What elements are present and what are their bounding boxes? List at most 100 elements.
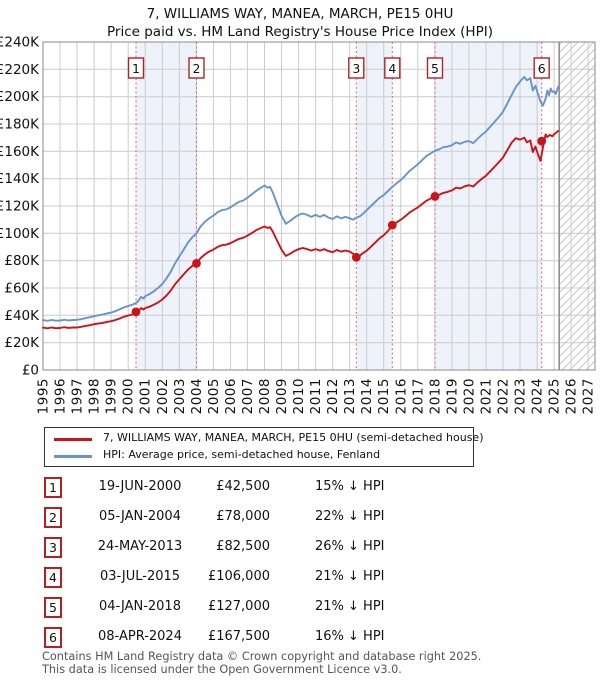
sale-point-6 bbox=[537, 136, 547, 146]
sale-hpi-diff: 22% ↓ HPI bbox=[315, 509, 385, 524]
sale-price: £78,000 bbox=[216, 509, 270, 524]
y-tick-label: £240K bbox=[0, 36, 40, 51]
x-tick-label: 2011 bbox=[308, 378, 324, 414]
sale-row-2: 2 05-JAN-2004 £78,000 22% ↓ HPI bbox=[0, 507, 600, 537]
x-tick-label: 2025 bbox=[547, 378, 563, 414]
y-tick-label: £160K bbox=[0, 144, 40, 160]
sale-number-badge: 3 bbox=[44, 537, 62, 558]
x-tick-label: 2010 bbox=[291, 378, 307, 414]
sale-price: £42,500 bbox=[216, 479, 270, 494]
sale-date: 05-JAN-2004 bbox=[99, 509, 181, 524]
sale-point-4 bbox=[387, 220, 397, 230]
x-tick-label: 2024 bbox=[530, 378, 546, 414]
page-subtitle: Price paid vs. HM Land Registry's House … bbox=[107, 24, 493, 40]
price-paid-line-swatch bbox=[54, 438, 92, 441]
legend-row-hpi: HPI: Average price, semi-detached house,… bbox=[45, 448, 473, 465]
x-tick-label: 2012 bbox=[325, 378, 341, 414]
x-tick-label: 2020 bbox=[461, 378, 477, 414]
x-tick-label: 2014 bbox=[359, 378, 375, 414]
y-tick-label: £40K bbox=[4, 308, 40, 324]
sale-number-box-label: 5 bbox=[431, 61, 439, 76]
sale-price: £127,000 bbox=[207, 599, 270, 614]
sale-number-box-label: 2 bbox=[193, 61, 201, 76]
sale-number-box-5 bbox=[426, 57, 444, 79]
sale-price: £167,500 bbox=[207, 629, 270, 644]
x-tick-label: 2026 bbox=[564, 378, 580, 414]
x-tick-label: 2003 bbox=[172, 378, 188, 414]
x-tick-label: 2017 bbox=[410, 378, 426, 414]
sale-number-badge: 2 bbox=[44, 507, 62, 528]
sale-row-4: 4 03-JUL-2015 £106,000 21% ↓ HPI bbox=[0, 567, 600, 597]
x-tick-label: 2019 bbox=[444, 378, 460, 414]
sale-hpi-diff: 16% ↓ HPI bbox=[315, 629, 385, 644]
sale-number-box-label: 6 bbox=[538, 61, 546, 76]
sale-number-badge: 5 bbox=[44, 597, 62, 618]
sale-hpi-diff: 21% ↓ HPI bbox=[315, 569, 385, 584]
hpi-line bbox=[42, 75, 560, 322]
x-tick-label: 2004 bbox=[189, 378, 205, 414]
x-tick-label: 2027 bbox=[581, 378, 597, 414]
x-tick-label: 2022 bbox=[496, 378, 512, 414]
sale-number-box-3 bbox=[348, 57, 365, 79]
y-tick-label: £200K bbox=[0, 89, 40, 105]
x-tick-label: 2009 bbox=[274, 378, 290, 414]
hpi-line-swatch bbox=[54, 455, 92, 458]
x-tick-label: 1999 bbox=[104, 378, 120, 414]
sale-row-1: 1 19-JUN-2000 £42,500 15% ↓ HPI bbox=[0, 477, 600, 507]
price-paid-legend-label: 7, WILLIAMS WAY, MANEA, MARCH, PE15 0HU … bbox=[103, 431, 484, 444]
y-tick-label: £180K bbox=[0, 117, 40, 133]
sale-number-badge: 1 bbox=[44, 477, 62, 498]
sale-number-box-2 bbox=[188, 57, 205, 79]
page-title: 7, WILLIAMS WAY, MANEA, MARCH, PE15 0HU bbox=[146, 6, 454, 22]
x-tick-label: 1998 bbox=[87, 378, 103, 414]
sale-date: 19-JUN-2000 bbox=[98, 479, 182, 494]
x-tick-label: 2006 bbox=[223, 378, 239, 414]
y-tick-label: £60K bbox=[4, 281, 40, 297]
sale-date: 24-MAY-2013 bbox=[97, 539, 183, 554]
x-tick-label: 2023 bbox=[513, 378, 529, 414]
sale-number-box-1 bbox=[127, 57, 145, 79]
sale-number-box-label: 4 bbox=[388, 61, 396, 76]
sale-point-2 bbox=[192, 259, 201, 268]
sale-price: £106,000 bbox=[207, 569, 270, 584]
x-tick-label: 2005 bbox=[206, 378, 222, 414]
y-tick-label: £20K bbox=[4, 335, 40, 351]
sale-row-3: 3 24-MAY-2013 £82,500 26% ↓ HPI bbox=[0, 537, 600, 567]
x-tick-label: 2000 bbox=[121, 378, 137, 414]
copyright-line: Contains HM Land Registry data © Crown c… bbox=[42, 650, 482, 663]
sale-point-3 bbox=[351, 252, 361, 262]
sale-number-box-4 bbox=[384, 57, 401, 79]
sale-number-badge: 6 bbox=[44, 627, 62, 648]
sale-date: 03-JUL-2015 bbox=[99, 569, 181, 584]
x-tick-label: 2008 bbox=[257, 378, 273, 414]
sale-point-5 bbox=[430, 192, 440, 201]
sale-number-box-6 bbox=[533, 57, 550, 79]
y-tick-label: £120K bbox=[0, 199, 40, 215]
sale-number-box-label: 1 bbox=[132, 61, 140, 76]
x-tick-label: 2001 bbox=[138, 378, 154, 414]
x-tick-label: 1997 bbox=[70, 378, 86, 414]
sale-row-5: 5 04-JAN-2018 £127,000 21% ↓ HPI bbox=[0, 597, 600, 627]
licence-line: This data is licensed under the Open Gov… bbox=[42, 663, 402, 676]
legend-row-price-paid: 7, WILLIAMS WAY, MANEA, MARCH, PE15 0HU … bbox=[45, 431, 484, 448]
sale-date: 08-APR-2024 bbox=[98, 629, 182, 644]
sale-point-1 bbox=[131, 307, 141, 317]
price-history-chart: 1 2 3 4 5 6 £0 £20K £40K £60K £80K £100K £120K £140K £… bbox=[0, 36, 597, 414]
legend: 7, WILLIAMS WAY, MANEA, MARCH, PE15 0HU … bbox=[44, 427, 484, 467]
y-tick-label: £140K bbox=[0, 171, 40, 187]
x-tick-label: 2016 bbox=[393, 378, 409, 414]
sale-hpi-diff: 15% ↓ HPI bbox=[315, 479, 385, 494]
sale-hpi-diff: 26% ↓ HPI bbox=[315, 539, 385, 554]
x-tick-label: 2013 bbox=[342, 378, 358, 414]
sale-number-badge: 4 bbox=[44, 567, 62, 588]
x-tick-label: 2021 bbox=[479, 378, 495, 414]
hpi-legend-label: HPI: Average price, semi-detached house,… bbox=[103, 448, 381, 461]
sale-price: £82,500 bbox=[216, 539, 270, 554]
x-tick-label: 2015 bbox=[376, 378, 392, 414]
y-tick-label: £220K bbox=[0, 62, 40, 78]
x-tick-label: 2007 bbox=[240, 378, 256, 414]
sale-hpi-diff: 21% ↓ HPI bbox=[315, 599, 385, 614]
sale-date: 04-JAN-2018 bbox=[99, 599, 181, 614]
plot-border bbox=[42, 41, 596, 371]
